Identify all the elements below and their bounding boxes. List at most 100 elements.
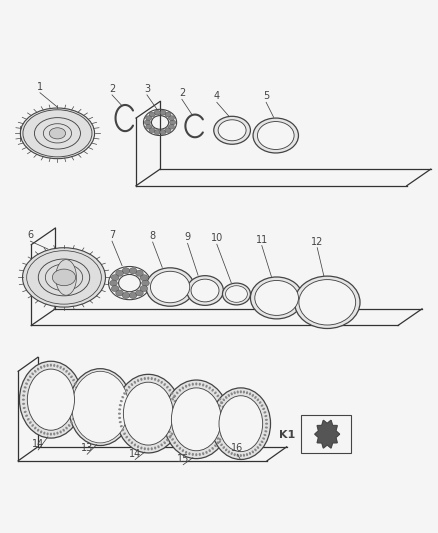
Ellipse shape <box>211 388 271 459</box>
Text: 14: 14 <box>32 439 44 449</box>
Ellipse shape <box>125 436 128 438</box>
Text: 11: 11 <box>256 235 268 245</box>
Ellipse shape <box>265 430 267 432</box>
Ellipse shape <box>199 453 201 456</box>
Ellipse shape <box>70 421 73 424</box>
Ellipse shape <box>40 431 42 433</box>
Ellipse shape <box>223 446 225 449</box>
Ellipse shape <box>233 453 236 456</box>
Ellipse shape <box>175 417 178 419</box>
Ellipse shape <box>72 372 129 443</box>
Ellipse shape <box>246 453 248 456</box>
Ellipse shape <box>160 130 166 134</box>
Ellipse shape <box>123 392 126 395</box>
Ellipse shape <box>170 434 172 437</box>
Ellipse shape <box>263 434 266 436</box>
Ellipse shape <box>192 453 194 456</box>
Ellipse shape <box>253 118 298 153</box>
Ellipse shape <box>146 124 152 129</box>
Ellipse shape <box>176 413 179 415</box>
Ellipse shape <box>212 389 214 392</box>
Ellipse shape <box>146 116 152 120</box>
Ellipse shape <box>56 260 77 295</box>
Ellipse shape <box>27 369 74 430</box>
Ellipse shape <box>243 391 245 393</box>
Ellipse shape <box>175 404 178 406</box>
Text: 8: 8 <box>149 231 155 241</box>
Ellipse shape <box>220 402 223 404</box>
Ellipse shape <box>214 430 217 432</box>
Ellipse shape <box>202 452 204 455</box>
Ellipse shape <box>166 414 169 416</box>
Ellipse shape <box>131 441 133 444</box>
Ellipse shape <box>223 283 251 305</box>
Ellipse shape <box>265 423 268 425</box>
Ellipse shape <box>137 445 139 448</box>
Ellipse shape <box>119 404 122 406</box>
Ellipse shape <box>254 448 257 451</box>
Ellipse shape <box>140 447 142 449</box>
Ellipse shape <box>29 375 32 378</box>
Ellipse shape <box>214 423 217 425</box>
Ellipse shape <box>228 450 230 454</box>
Ellipse shape <box>129 268 137 274</box>
Ellipse shape <box>225 448 227 451</box>
Ellipse shape <box>265 415 267 417</box>
Ellipse shape <box>265 419 268 421</box>
Ellipse shape <box>249 392 251 395</box>
Ellipse shape <box>220 401 223 404</box>
Ellipse shape <box>32 424 34 427</box>
Ellipse shape <box>74 415 77 417</box>
Ellipse shape <box>154 447 156 449</box>
Ellipse shape <box>230 392 233 395</box>
Ellipse shape <box>255 280 298 316</box>
Ellipse shape <box>29 421 32 424</box>
Ellipse shape <box>144 447 146 450</box>
Ellipse shape <box>68 424 71 427</box>
Ellipse shape <box>168 116 174 120</box>
Ellipse shape <box>262 408 265 410</box>
Ellipse shape <box>22 394 25 397</box>
Ellipse shape <box>208 386 211 390</box>
Ellipse shape <box>216 437 219 440</box>
Ellipse shape <box>25 383 28 385</box>
Ellipse shape <box>168 124 174 129</box>
Ellipse shape <box>147 377 149 380</box>
Ellipse shape <box>243 454 245 457</box>
Ellipse shape <box>122 293 130 298</box>
Ellipse shape <box>259 401 261 404</box>
Ellipse shape <box>149 112 155 117</box>
Ellipse shape <box>171 398 174 400</box>
Ellipse shape <box>116 270 124 276</box>
Ellipse shape <box>150 271 190 303</box>
Ellipse shape <box>218 120 246 141</box>
Ellipse shape <box>226 286 247 302</box>
Ellipse shape <box>43 432 46 435</box>
Ellipse shape <box>125 389 128 391</box>
Ellipse shape <box>46 432 49 435</box>
Bar <box>301 415 351 454</box>
Ellipse shape <box>136 270 143 276</box>
Ellipse shape <box>214 419 217 421</box>
Ellipse shape <box>146 268 194 306</box>
Ellipse shape <box>110 280 117 286</box>
Ellipse shape <box>166 386 169 389</box>
Ellipse shape <box>169 389 171 391</box>
Ellipse shape <box>60 431 62 433</box>
Ellipse shape <box>228 394 230 397</box>
Ellipse shape <box>27 379 30 381</box>
Ellipse shape <box>214 392 217 394</box>
Ellipse shape <box>154 110 160 115</box>
Ellipse shape <box>172 429 175 431</box>
Ellipse shape <box>53 432 55 435</box>
Ellipse shape <box>140 274 148 281</box>
Ellipse shape <box>214 445 217 447</box>
Ellipse shape <box>185 385 187 387</box>
Ellipse shape <box>144 377 146 380</box>
Ellipse shape <box>251 394 254 397</box>
Ellipse shape <box>57 432 59 435</box>
Ellipse shape <box>182 386 184 390</box>
Ellipse shape <box>220 434 223 437</box>
Ellipse shape <box>176 392 179 394</box>
Ellipse shape <box>173 394 176 397</box>
